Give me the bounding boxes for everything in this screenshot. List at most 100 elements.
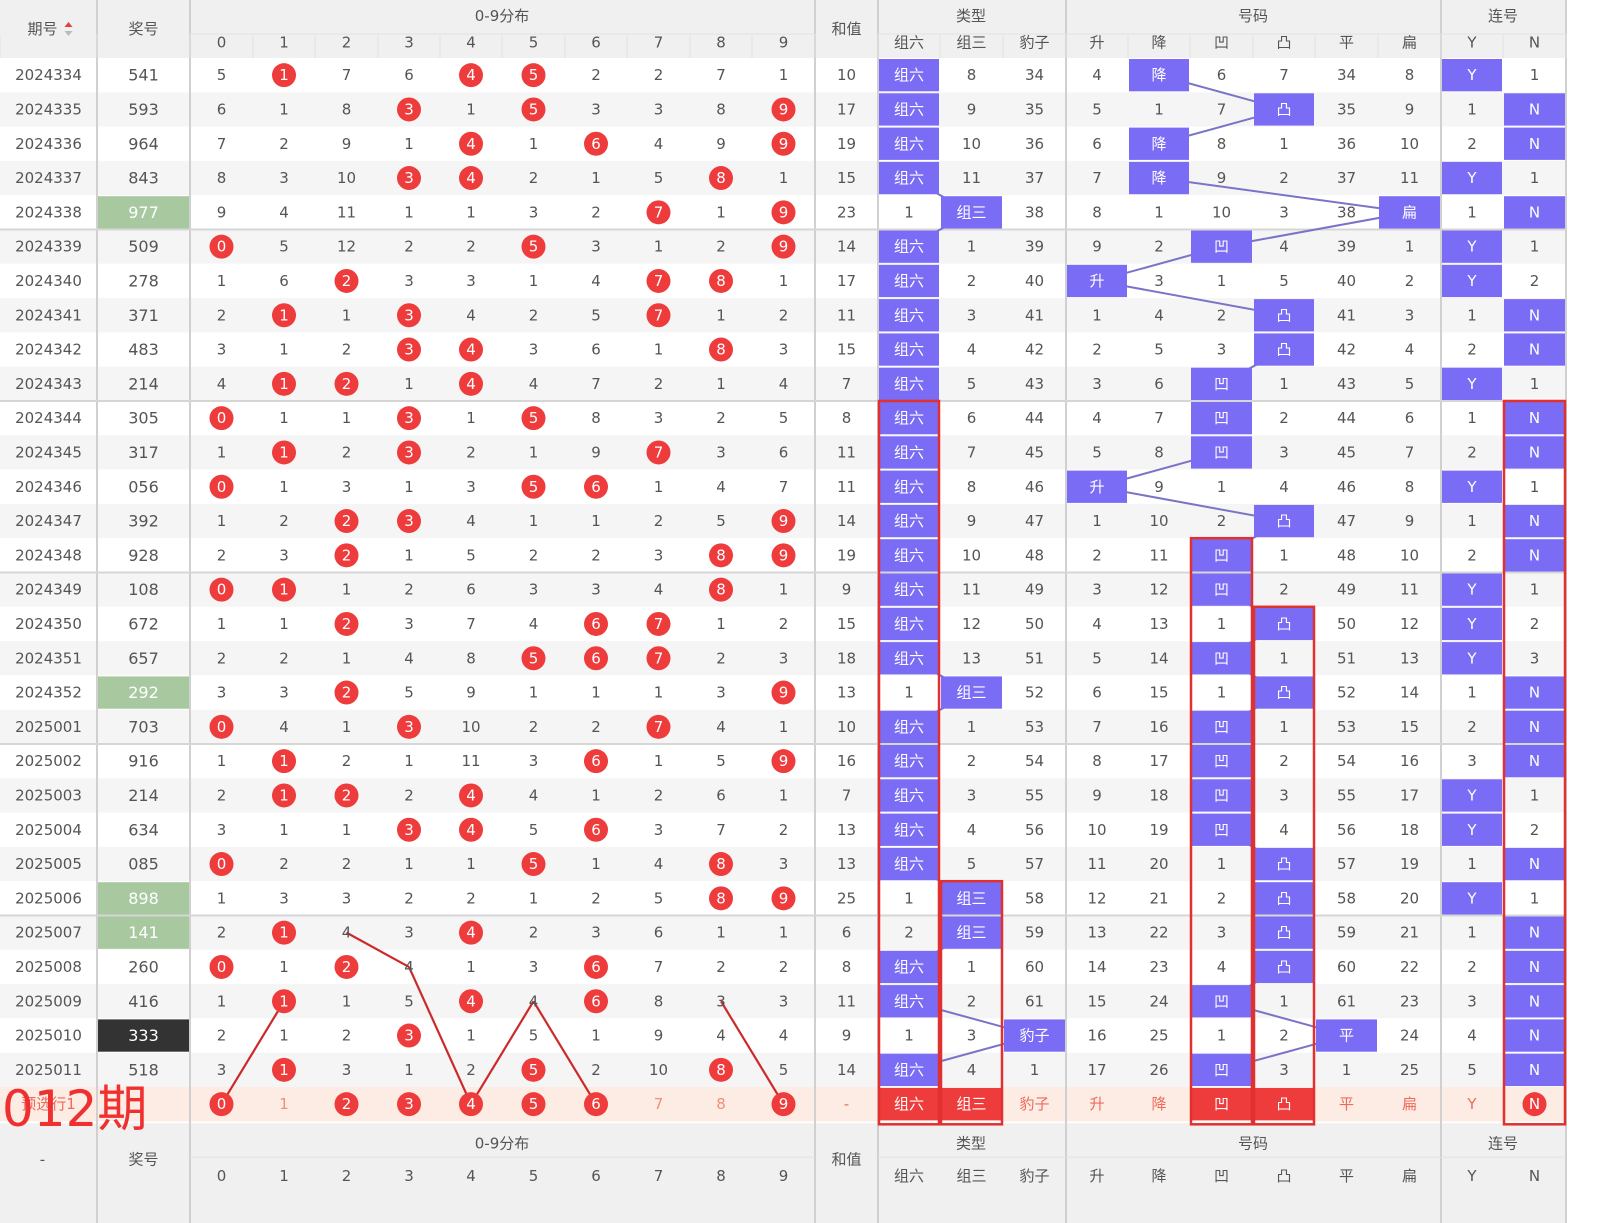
consec-col-header: N	[1529, 1167, 1540, 1185]
table-row[interactable]	[0, 435, 1566, 470]
shape-predict-cell	[1254, 1088, 1314, 1121]
miss-count: 9	[654, 1027, 664, 1045]
consec-group-header: 连号	[1488, 7, 1518, 25]
shape-value: 23	[1149, 958, 1168, 976]
consec-value: N	[1529, 855, 1540, 873]
miss-count: 1	[654, 684, 664, 702]
shape-col-header: 凹	[1214, 1167, 1229, 1185]
consec-value: 2	[1467, 546, 1477, 564]
shape-value: 凹	[1214, 718, 1229, 736]
shape-hit-cell	[1316, 1019, 1377, 1052]
hit-ball-digit: 9	[779, 512, 789, 530]
shape-value: 4	[1279, 821, 1289, 839]
prize-number: 260	[128, 957, 159, 976]
miss-count: 4	[342, 924, 352, 942]
type-value: 46	[1025, 478, 1044, 496]
sort-asc-icon[interactable]	[64, 22, 73, 27]
miss-count: 1	[404, 855, 414, 873]
sum-value: 17	[837, 272, 856, 290]
consec-value: N	[1529, 443, 1540, 461]
shape-hit-cell	[1191, 573, 1252, 606]
hit-ball	[584, 989, 608, 1014]
hit-ball-digit: 1	[279, 443, 289, 461]
sum-value: 17	[837, 100, 856, 118]
shape-value: 52	[1337, 684, 1356, 702]
hit-ball	[334, 543, 359, 568]
consec-value: 2	[1467, 443, 1477, 461]
issue-number: 2025004	[15, 821, 82, 839]
hit-ball	[334, 783, 359, 808]
consec-hit-cell	[1504, 1053, 1565, 1086]
type-hit-cell	[941, 916, 1002, 949]
type-value: 组六	[894, 958, 924, 976]
consec-value: 1	[1530, 169, 1540, 187]
shape-value: 38	[1337, 203, 1356, 221]
shape-value: 平	[1339, 1027, 1354, 1045]
issue-number: 2024352	[15, 684, 82, 702]
miss-count: 1	[591, 684, 601, 702]
table-row[interactable]	[0, 1052, 1566, 1087]
type-value: 50	[1025, 615, 1044, 633]
miss-count: 3	[404, 272, 414, 290]
table-row[interactable]	[0, 401, 1566, 436]
miss-count: 4	[217, 375, 227, 393]
miss-count: 1	[779, 786, 789, 804]
type-value: 组六	[894, 581, 924, 599]
hit-ball-digit: 6	[591, 478, 601, 496]
issue-number: 2024350	[15, 615, 82, 633]
type-hit-cell	[879, 59, 939, 92]
shape-value: 凸	[1276, 615, 1291, 633]
miss-count: 7	[716, 66, 726, 84]
table-row[interactable]	[0, 709, 1566, 744]
shape-value: 9	[1092, 238, 1102, 256]
shape-value: 6	[1405, 409, 1415, 427]
miss-count: 3	[217, 1061, 227, 1079]
table-row[interactable]	[0, 263, 1566, 299]
consec-value: 3	[1467, 752, 1477, 770]
miss-count: 1	[716, 924, 726, 942]
consec-value: N	[1529, 341, 1540, 359]
table-row[interactable]	[0, 984, 1566, 1019]
shape-value: 17	[1400, 786, 1419, 804]
hit-ball	[646, 200, 671, 225]
digit-header: 8	[716, 1167, 726, 1185]
shape-value: 扁	[1402, 203, 1417, 221]
miss-count: 2	[404, 581, 414, 599]
table-row[interactable]	[0, 641, 1566, 676]
shape-value: 12	[1087, 889, 1106, 907]
miss-count: 3	[217, 684, 227, 702]
table-row[interactable]	[0, 160, 1566, 196]
table-row[interactable]	[0, 366, 1566, 401]
shape-value: 扁	[1402, 1095, 1417, 1113]
issue-number: 2024342	[15, 341, 82, 359]
sum-value: 11	[837, 478, 856, 496]
shape-value: 凹	[1214, 649, 1229, 667]
shape-hit-cell	[1254, 333, 1314, 366]
shape-value: 8	[1092, 752, 1102, 770]
shape-hit-cell	[1191, 1053, 1252, 1086]
sort-desc-icon[interactable]	[64, 31, 73, 36]
shape-value: 1	[1217, 478, 1227, 496]
miss-count: 5	[779, 1061, 789, 1079]
table-row[interactable]	[0, 58, 1566, 93]
miss-count: 2	[591, 1061, 601, 1079]
issue-header[interactable]: 期号	[27, 20, 57, 38]
hit-ball	[397, 303, 421, 328]
miss-count: 2	[529, 169, 539, 187]
shape-value: 48	[1337, 546, 1356, 564]
highlight-box	[939, 879, 1004, 1126]
consec-value: 3	[1467, 992, 1477, 1010]
miss-count: 11	[461, 752, 480, 770]
prize-number: 392	[128, 512, 159, 531]
shape-value: 7	[1092, 718, 1102, 736]
table-row[interactable]	[0, 812, 1566, 847]
table-row[interactable]	[0, 572, 1566, 607]
miss-count: 2	[342, 443, 352, 461]
miss-count: 2	[591, 546, 601, 564]
table-row[interactable]	[0, 778, 1566, 813]
shape-hit-cell	[1254, 916, 1314, 949]
consec-value: 2	[1530, 272, 1540, 290]
hit-ball	[459, 337, 483, 362]
table-row[interactable]	[0, 469, 1566, 504]
type-value: 2	[904, 924, 914, 942]
